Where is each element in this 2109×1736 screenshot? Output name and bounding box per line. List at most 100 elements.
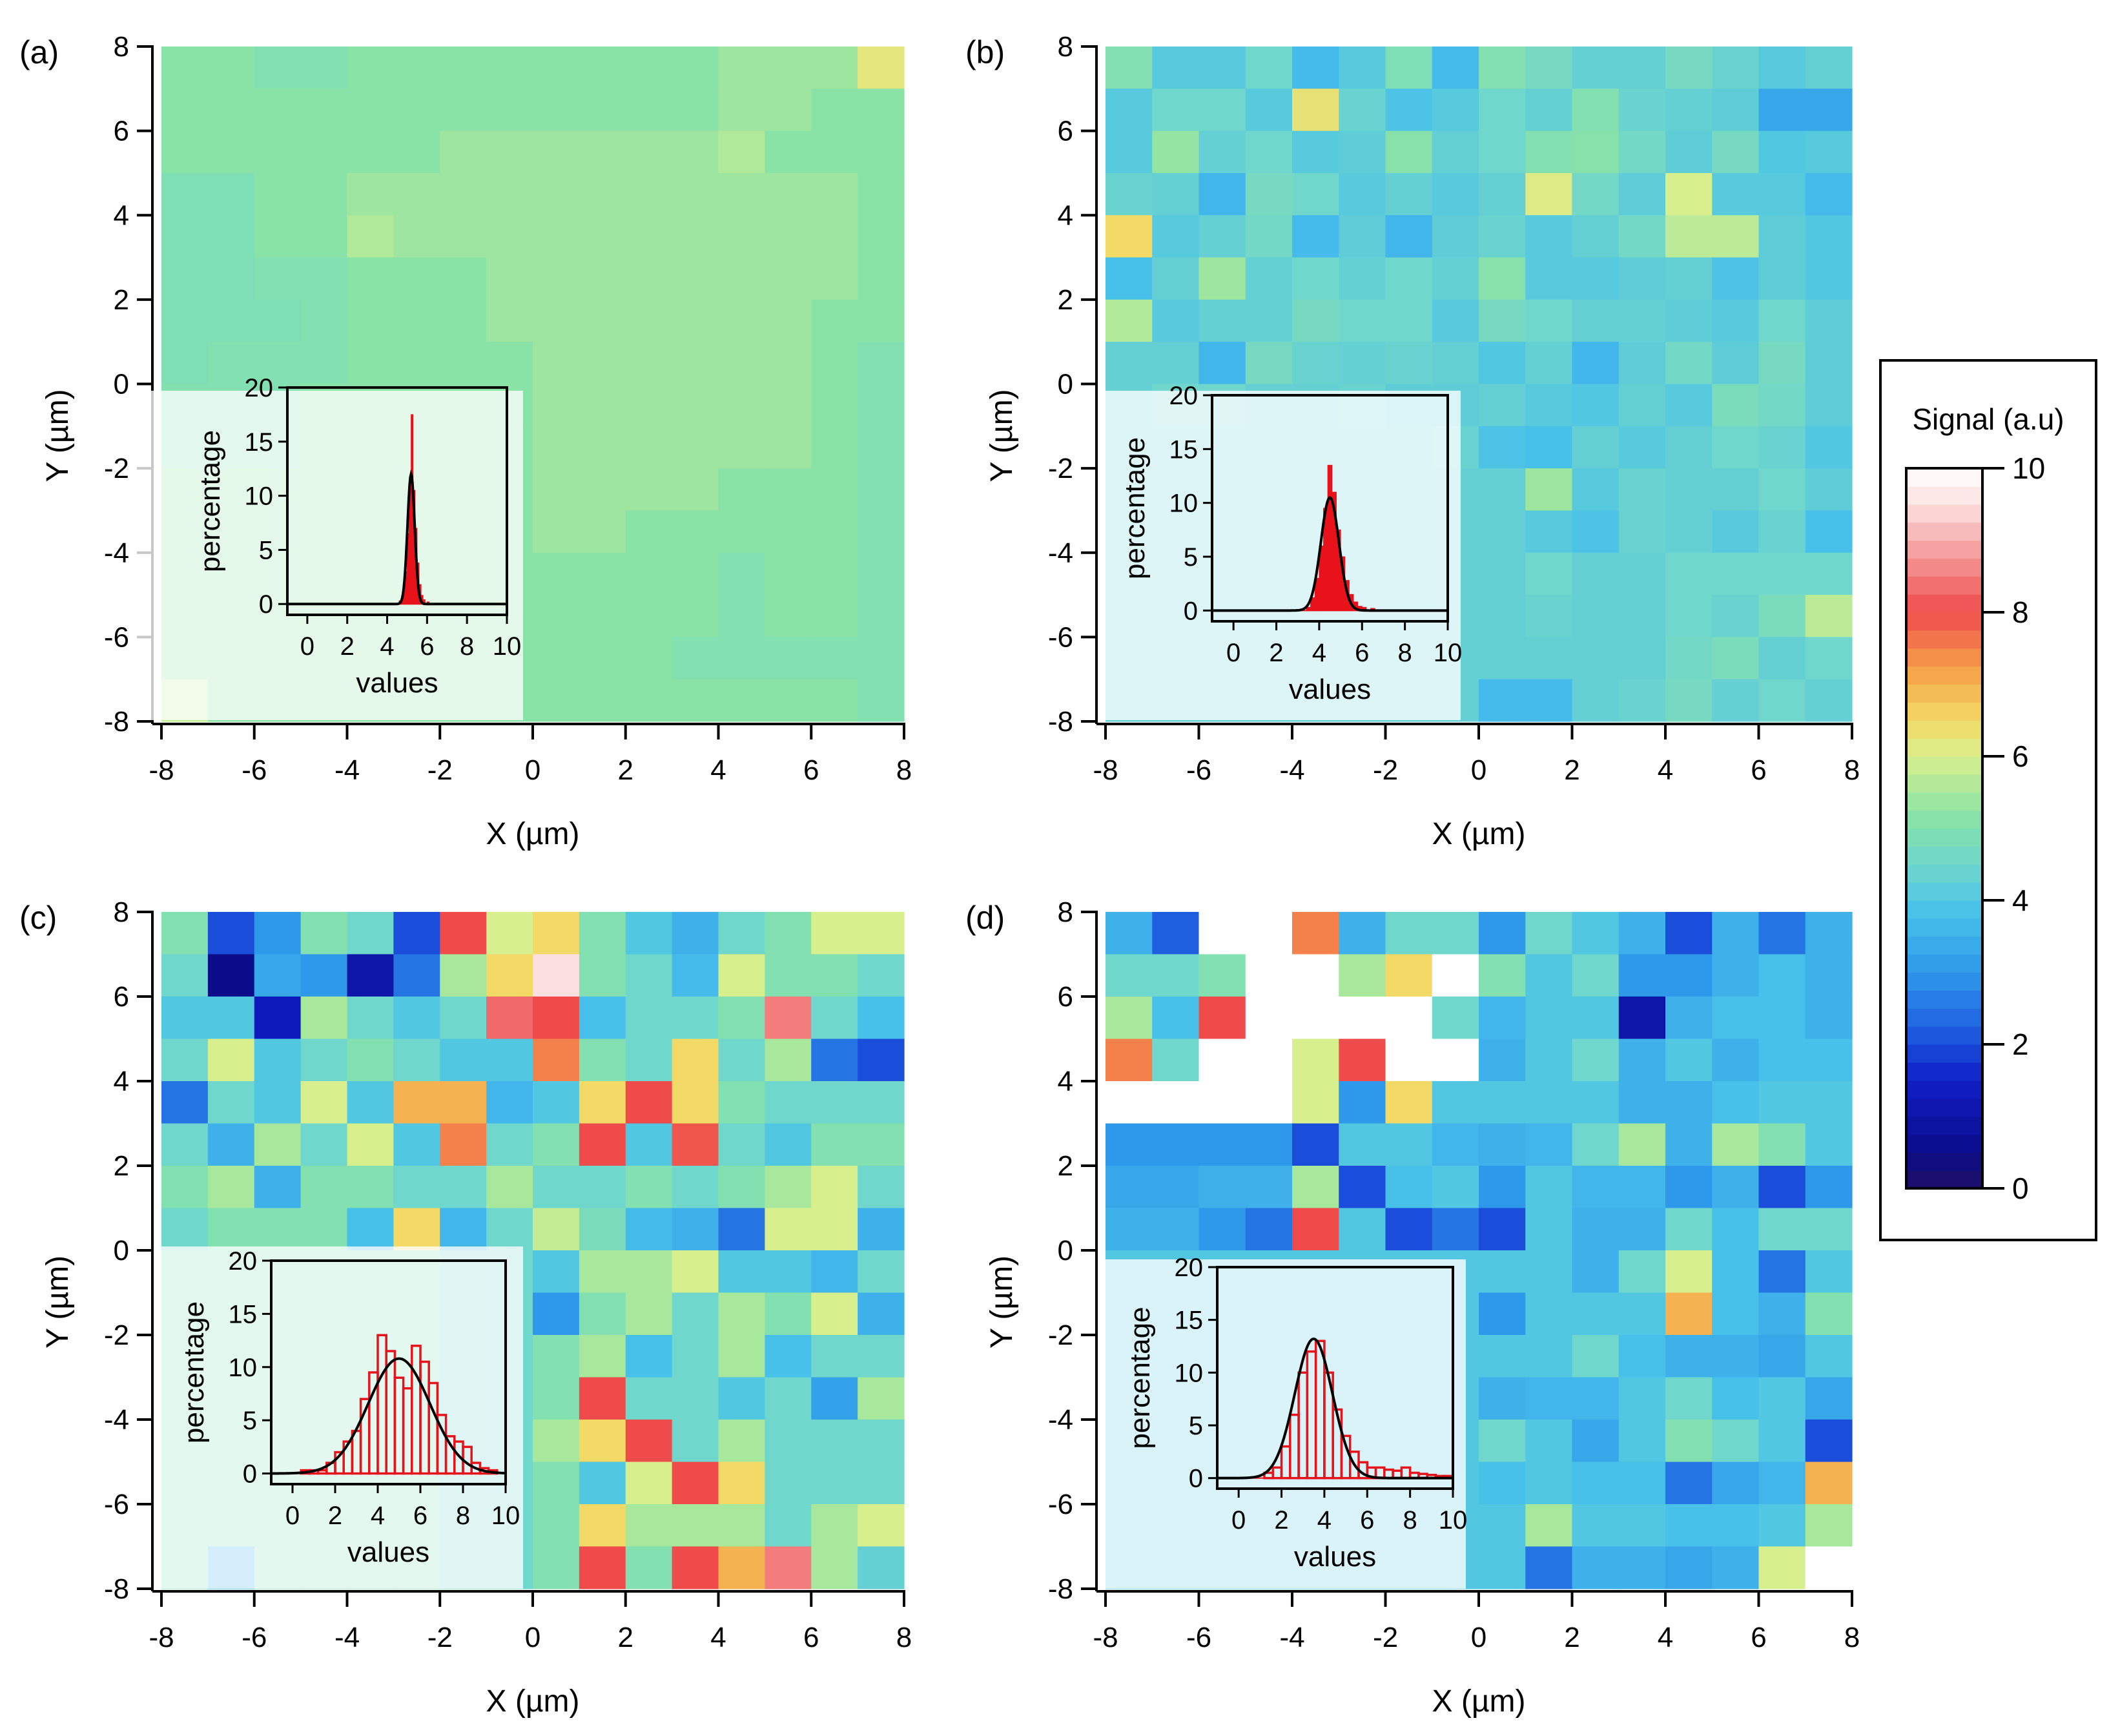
heatmap-cell [254,1081,302,1124]
heatmap-cell [207,954,255,997]
heatmap-cell [718,1123,765,1166]
inset-x-axis-label: values [1294,1541,1376,1573]
heatmap-cell [1525,1377,1573,1420]
heatmap-cell [1199,130,1246,174]
heatmap-cell [1758,1420,1806,1463]
heatmap-cell [1525,384,1573,427]
heatmap-cell [1758,215,1806,258]
heatmap-cell [718,1335,765,1378]
x-tick-label: 8 [896,754,912,786]
inset-x-tick-label: 8 [1403,1506,1417,1534]
heatmap-cell [672,1208,719,1251]
heatmap-cell [1106,257,1153,300]
x-tick-label: 2 [618,754,633,786]
heatmap-cell [1525,468,1573,512]
heatmap-cell [254,257,302,300]
y-tick-label: -4 [1048,537,1073,569]
heatmap-cell [672,1166,719,1209]
heatmap-cell [858,1462,905,1505]
heatmap-cell [207,88,255,132]
colorbar-tick-label: 0 [2012,1172,2029,1205]
heatmap-cell [1665,172,1713,216]
heatmap-cell [1292,912,1339,955]
heatmap-cell [1199,46,1246,89]
heatmap-cell [1479,215,1526,258]
heatmap-cell [1805,299,1853,342]
colorbar-level [1906,684,1982,703]
heatmap-cell [1618,1504,1666,1547]
heatmap-cell [300,1166,348,1209]
heatmap-cell [579,1335,626,1378]
heatmap-cell [1199,1123,1246,1166]
heatmap-cell [347,1208,394,1251]
heatmap-cell [1712,510,1760,553]
heatmap-cell [207,1208,255,1251]
y-tick-label: -2 [1048,1319,1073,1351]
heatmap-cell [1292,130,1339,174]
colorbar-outline [1905,467,1984,1190]
heatmap-cell [393,1038,440,1082]
heatmap-cell [579,426,626,469]
heatmap-cell [393,172,440,216]
x-tick-label: 0 [525,754,540,786]
heatmap-cell [579,1292,626,1336]
colorbar-level [1906,558,1982,577]
heatmap-cell [858,1123,905,1166]
heatmap-cell [207,46,255,89]
heatmap-cell [765,468,812,512]
y-tick-label: 2 [114,1150,129,1182]
heatmap-cell [579,46,626,89]
heatmap-cell [1805,384,1853,427]
heatmap-cell [579,1038,626,1082]
inset-y-tick-label: 15 [1169,435,1199,464]
heatmap-cell [625,1208,673,1251]
inset-y-tick-label: 10 [245,482,274,511]
heatmap-cell [718,1081,765,1124]
heatmap-cell [1479,552,1526,595]
heatmap-cell [1665,1504,1713,1547]
heatmap-cell [625,342,673,385]
inset-x-tick-label: 2 [1269,639,1283,667]
inset-y-tick-label: 15 [1175,1307,1204,1335]
inset-backdrop [1101,1259,1466,1589]
heatmap-cell [1525,88,1573,132]
y-tick-label: 0 [1058,369,1073,400]
heatmap-cell [579,88,626,132]
heatmap-cell [1618,426,1666,469]
heatmap-cell [1805,257,1853,300]
heatmap-cell [486,912,533,955]
heatmap-cell [579,679,626,722]
heatmap-cell [672,1038,719,1082]
heatmap-cell [1665,1123,1713,1166]
heatmap-cell [1525,637,1573,680]
heatmap-cell [1525,1208,1573,1251]
heatmap-cell [625,215,673,258]
heatmap-cell [1758,552,1806,595]
heatmap-cell [1152,1123,1200,1166]
heatmap-cell [254,88,302,132]
heatmap-cell [672,1292,719,1336]
heatmap-cell [1805,468,1853,512]
x-tick-label: -4 [334,1622,360,1653]
heatmap-cell [1618,1335,1666,1378]
inset-x-tick-label: 0 [300,632,314,661]
heatmap-cell [1385,912,1433,955]
heatmap-cell [811,954,858,997]
heatmap-cell [858,1377,905,1420]
colorbar-level [1906,972,1982,991]
x-tick-label: -6 [1186,754,1211,786]
heatmap-cell [1805,1250,1853,1294]
heatmap-cell [1572,46,1620,89]
heatmap-cell [1432,342,1479,385]
heatmap-cell [1712,595,1760,637]
heatmap-cell [1245,172,1293,216]
heatmap-cell [811,257,858,300]
heatmap-cell [1245,299,1293,342]
heatmap-cell [1479,1377,1526,1420]
heatmap-cell [1292,1081,1339,1124]
heatmap-cell [1618,468,1666,512]
heatmap-cell [440,88,487,132]
heatmap-cell [300,46,348,89]
heatmap-cell [811,342,858,385]
heatmap-cell [1525,510,1573,553]
